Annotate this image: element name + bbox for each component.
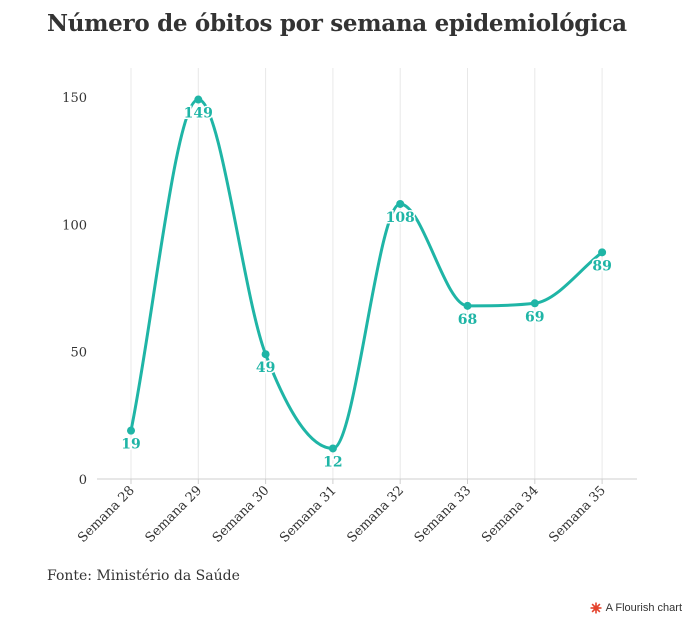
x-axis: Semana 28 Semana 29 Semana 30 Semana 31 Sema…: [75, 478, 637, 546]
data-point: [127, 426, 135, 435]
series-layer: [127, 95, 607, 453]
y-tick-label: 0: [79, 473, 87, 488]
data-label: 19: [121, 437, 140, 453]
x-tick-label: Semana 28: [75, 483, 138, 546]
data-point: [396, 199, 405, 208]
flourish-credit-link[interactable]: A Flourish chart: [590, 602, 682, 614]
series-line: [129, 98, 604, 450]
data-label: 49: [256, 360, 275, 376]
data-point: [194, 95, 203, 104]
flourish-logo-center: [592, 605, 599, 611]
x-tick-label: Semana 32: [344, 483, 407, 546]
x-tick-label: Semana 30: [210, 483, 273, 546]
flourish-credit-label: A Flourish chart: [605, 602, 682, 614]
x-tick-label: Semana 33: [412, 483, 475, 546]
data-point: [328, 444, 337, 453]
data-point: [598, 248, 607, 257]
y-tick-label: 50: [70, 346, 87, 361]
data-point: [463, 301, 472, 310]
source-note: Fonte: Ministério da Saúde: [47, 568, 240, 584]
x-tick-label: Semana 31: [277, 483, 340, 546]
y-axis: 0 50 100 150: [62, 91, 87, 488]
y-tick-label: 100: [62, 218, 87, 233]
grid-lines: [130, 68, 603, 479]
x-tick-label: Semana 35: [546, 483, 609, 546]
data-label: 108: [386, 210, 415, 226]
chart-title: Número de óbitos por semana epidemiológi…: [47, 10, 627, 37]
data-label: 69: [525, 309, 544, 325]
data-point: [530, 299, 539, 308]
x-tick-label: Semana 29: [143, 483, 206, 546]
x-tick-label: Semana 34: [479, 483, 542, 546]
flourish-logo-icon: [590, 602, 602, 614]
data-label: 89: [592, 258, 611, 274]
data-point: [261, 350, 270, 359]
data-labels: 19 149 49 12 108 68 69 89: [120, 104, 614, 472]
data-label: 149: [184, 106, 213, 122]
data-label: 68: [458, 312, 477, 328]
y-tick-label: 150: [62, 91, 87, 106]
data-label: 12: [323, 454, 342, 470]
